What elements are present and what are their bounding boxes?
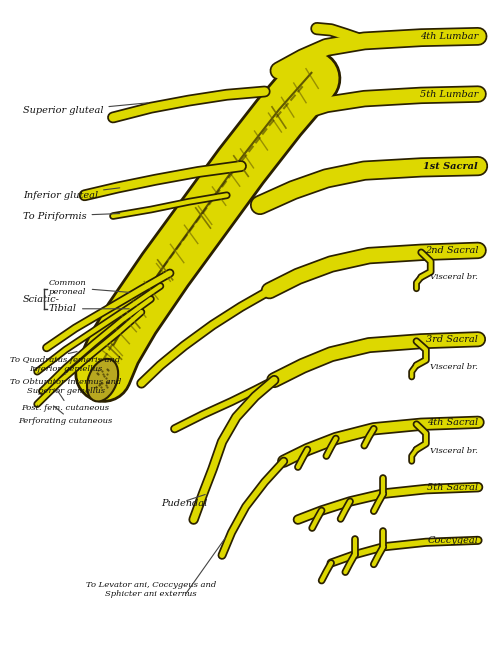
Text: Visceral br.: Visceral br. <box>430 363 478 371</box>
Text: Tibial: Tibial <box>49 304 129 313</box>
Text: Sciatic-: Sciatic- <box>23 294 60 304</box>
Text: 5th Lumbar: 5th Lumbar <box>420 90 478 99</box>
Text: Inferior gluteal: Inferior gluteal <box>23 188 120 200</box>
Text: 4th Sacral: 4th Sacral <box>427 418 478 427</box>
Text: Visceral br.: Visceral br. <box>430 273 478 281</box>
Text: To Obturator internus and
Superior gemellus: To Obturator internus and Superior gemel… <box>10 378 121 395</box>
Text: Perforating cutaneous: Perforating cutaneous <box>18 417 113 425</box>
Text: 2nd Sacral: 2nd Sacral <box>424 246 478 255</box>
Text: To Quadratus femoris and
Inferior gemellus: To Quadratus femoris and Inferior gemell… <box>10 356 121 373</box>
Text: Common
peroneal: Common peroneal <box>49 279 129 296</box>
Text: To Piriformis: To Piriformis <box>23 211 120 220</box>
Text: 5th Sacral: 5th Sacral <box>427 483 478 491</box>
Text: Post. fem. cutaneous: Post. fem. cutaneous <box>22 404 109 412</box>
Text: Coccygeal: Coccygeal <box>427 536 478 545</box>
Text: Superior gluteal: Superior gluteal <box>23 103 148 116</box>
Text: Visceral br.: Visceral br. <box>430 447 478 456</box>
Text: 4th Lumbar: 4th Lumbar <box>420 32 478 41</box>
Text: 3rd Sacral: 3rd Sacral <box>426 335 478 344</box>
Ellipse shape <box>87 359 118 402</box>
Text: 1st Sacral: 1st Sacral <box>423 162 478 170</box>
Text: Pudendal: Pudendal <box>161 499 207 508</box>
Text: To Levator ani, Coccygeus and
Sphicter ani externus: To Levator ani, Coccygeus and Sphicter a… <box>86 581 216 598</box>
